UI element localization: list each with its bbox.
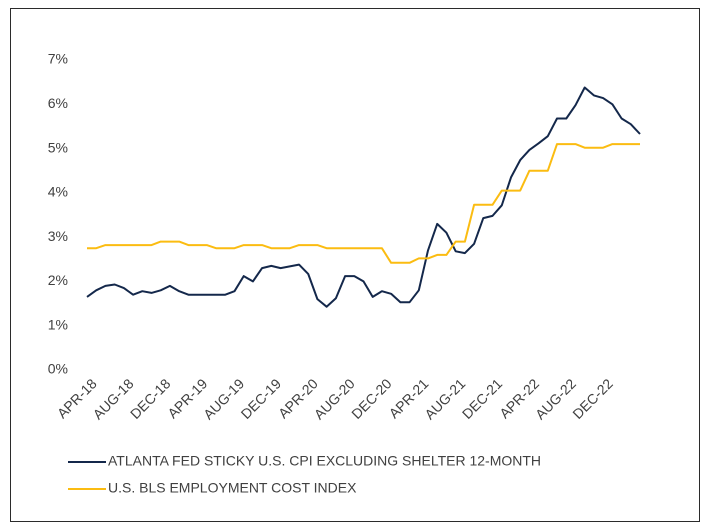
y-tick-label: 2% (48, 272, 68, 288)
x-tick-label: AUG-21 (421, 375, 468, 422)
y-tick-label: 1% (48, 316, 68, 332)
y-tick-label: 0% (48, 361, 68, 377)
y-tick-label: 3% (48, 228, 68, 244)
series-line (87, 143, 640, 264)
y-tick-label: 7% (48, 51, 68, 67)
x-tick-label: AUG-22 (532, 375, 579, 422)
x-tick-label: AUG-20 (311, 375, 358, 422)
chart-border (10, 8, 700, 522)
x-tick-label: DEC-18 (127, 375, 174, 422)
x-tick-label: DEC-20 (348, 375, 395, 422)
legend-label: ATLANTA FED STICKY U.S. CPI EXCLUDING SH… (108, 453, 541, 469)
x-tick-label: DEC-21 (459, 375, 506, 422)
x-tick-label: DEC-22 (569, 375, 616, 422)
x-tick-label: DEC-19 (238, 375, 285, 422)
y-tick-label: 6% (48, 95, 68, 111)
y-tick-label: 4% (48, 184, 68, 200)
series-line (86, 86, 641, 308)
x-tick-label: AUG-19 (200, 375, 247, 422)
y-tick-label: 5% (48, 139, 68, 155)
legend-label: U.S. BLS EMPLOYMENT COST INDEX (108, 480, 357, 496)
x-tick-label: AUG-18 (90, 375, 137, 422)
